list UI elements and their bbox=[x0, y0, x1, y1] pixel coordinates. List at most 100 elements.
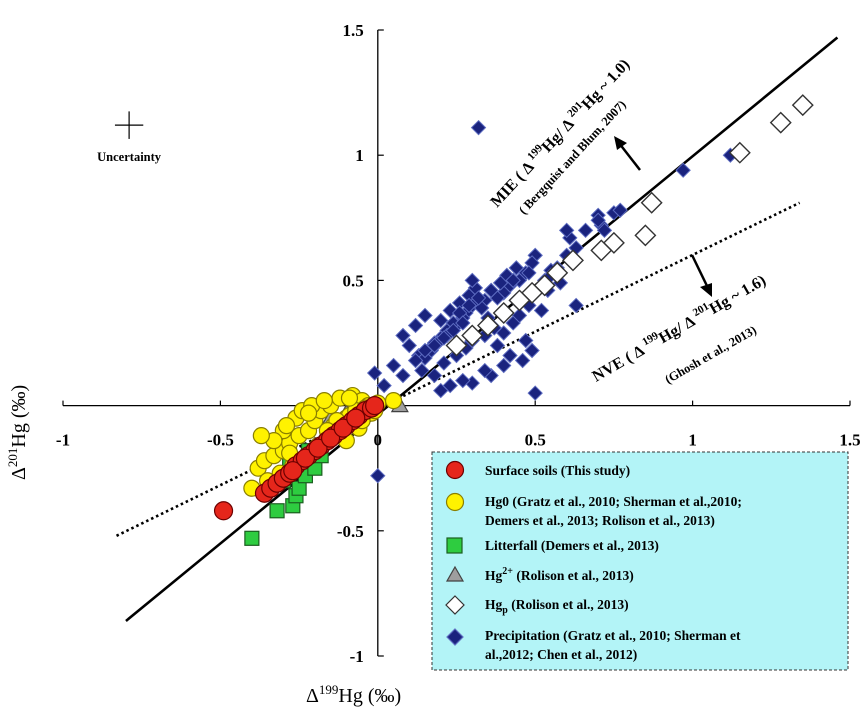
point-precip bbox=[370, 468, 386, 484]
point-litter bbox=[269, 503, 285, 519]
data-points bbox=[213, 94, 814, 546]
legend-box bbox=[431, 451, 849, 671]
point-precip bbox=[518, 332, 534, 349]
point-precip bbox=[464, 272, 480, 289]
point-litter bbox=[244, 530, 260, 546]
point-precip bbox=[558, 222, 575, 239]
x-tick-label: 1 bbox=[688, 431, 697, 450]
point-hgp bbox=[634, 224, 657, 247]
point-precip bbox=[407, 317, 424, 334]
point-precip bbox=[470, 290, 487, 306]
legend-label-soil: Surface soils (This study) bbox=[485, 463, 630, 478]
point-hgp bbox=[728, 141, 751, 164]
point-precip bbox=[496, 325, 512, 341]
point-hg0 bbox=[252, 427, 270, 445]
x-tick-label: 1.5 bbox=[839, 431, 860, 450]
legend-marker-precip bbox=[446, 628, 464, 646]
point-soil bbox=[320, 428, 341, 448]
x-tick-label: 0 bbox=[374, 431, 383, 450]
point-precip bbox=[675, 162, 691, 178]
point-hgp bbox=[590, 239, 613, 262]
legend-label-hg2: Hg2+ (Rolison et al., 2013) bbox=[485, 566, 634, 583]
point-soil bbox=[295, 448, 315, 468]
legend-label-precip-line1: Precipitation (Gratz et al., 2010; Sherm… bbox=[485, 628, 741, 643]
point-precip bbox=[568, 297, 584, 314]
y-tick-label: -0.5 bbox=[337, 522, 364, 541]
point-precip bbox=[612, 202, 628, 218]
point-hgp bbox=[445, 334, 468, 357]
tick-labels: -1 -0.5 0 0.5 1 1.5 -1 -0.5 0.5 1 1.5 bbox=[56, 21, 861, 666]
point-hg0 bbox=[315, 391, 333, 410]
uncertainty-cross bbox=[114, 111, 144, 139]
point-precip bbox=[366, 365, 383, 381]
y-tick-label: 1.5 bbox=[343, 21, 364, 40]
mie-arrow bbox=[614, 136, 641, 171]
point-precip bbox=[470, 119, 487, 136]
point-soil bbox=[333, 418, 353, 438]
legend-label-hg0-line1: Hg0 (Gratz et al., 2010; Sherman et al.,… bbox=[485, 494, 742, 509]
point-precip bbox=[395, 327, 411, 344]
point-soil bbox=[365, 396, 385, 416]
point-precip bbox=[496, 357, 512, 374]
point-precip bbox=[483, 282, 499, 299]
legend-marker-litter bbox=[446, 537, 463, 554]
point-precip bbox=[436, 355, 452, 371]
point-precip bbox=[492, 275, 509, 291]
point-hg0 bbox=[384, 391, 403, 410]
point-precip bbox=[385, 357, 402, 374]
point-precip bbox=[489, 337, 506, 354]
y-axis-title-group: Δ201Hg (‰) bbox=[5, 385, 30, 480]
point-hgp bbox=[561, 249, 584, 272]
y-axis-title: Δ201Hg (‰) bbox=[5, 385, 30, 480]
legend-label-litter: Litterfall (Demers et al., 2013) bbox=[485, 538, 659, 553]
point-precip bbox=[596, 222, 613, 239]
point-soil bbox=[308, 438, 328, 458]
point-precip bbox=[445, 322, 462, 339]
point-precip bbox=[455, 315, 471, 331]
point-precip bbox=[414, 362, 430, 379]
point-precip bbox=[477, 362, 493, 379]
point-hg0 bbox=[277, 417, 296, 435]
point-precip bbox=[433, 382, 449, 399]
point-precip bbox=[514, 352, 531, 369]
y-tick-label: 0.5 bbox=[343, 271, 364, 290]
point-precip bbox=[407, 352, 424, 369]
point-hgp bbox=[461, 324, 484, 347]
point-precip bbox=[401, 337, 417, 354]
point-precip bbox=[417, 307, 433, 324]
point-hgp bbox=[508, 289, 531, 312]
point-hgp bbox=[769, 111, 792, 134]
point-hg0 bbox=[340, 389, 359, 407]
point-precip bbox=[524, 342, 540, 359]
x-tick-label: -1 bbox=[56, 431, 70, 450]
point-hgp bbox=[640, 191, 663, 214]
point-precip bbox=[527, 385, 543, 401]
point-hgp bbox=[492, 301, 515, 324]
mie-annotation: MIE ( Δ 199Hg/ Δ 201Hg ~ 1.0) bbox=[487, 56, 633, 211]
point-precip bbox=[577, 222, 594, 239]
point-litter bbox=[291, 480, 307, 496]
legend-marker-soil bbox=[445, 460, 465, 480]
point-precip bbox=[590, 212, 606, 229]
point-precip bbox=[521, 265, 537, 281]
point-soil bbox=[283, 461, 303, 481]
x-axis-title: Δ199Hg (‰) bbox=[306, 682, 401, 707]
point-soil bbox=[213, 501, 234, 521]
legend-marker-hg0 bbox=[445, 492, 465, 512]
legend-marker-hg2 bbox=[445, 565, 465, 582]
nve-line bbox=[115, 201, 801, 537]
point-precip bbox=[433, 312, 449, 329]
point-precip bbox=[461, 297, 477, 314]
legend-marker-hgp bbox=[445, 595, 465, 615]
point-hgp bbox=[791, 94, 814, 117]
point-precip bbox=[533, 302, 550, 319]
legend-label-hgp: Hgp (Rolison et al., 2013) bbox=[485, 597, 629, 616]
legend-label-hg0-line2: Demers et al., 2013; Rolison et al., 201… bbox=[485, 513, 715, 528]
point-precip bbox=[455, 372, 471, 389]
point-hg0 bbox=[299, 404, 318, 422]
y-tick-label: 1 bbox=[355, 146, 364, 165]
axes-layer bbox=[62, 29, 851, 657]
point-precip bbox=[376, 377, 392, 394]
nve-arrow bbox=[690, 254, 712, 297]
